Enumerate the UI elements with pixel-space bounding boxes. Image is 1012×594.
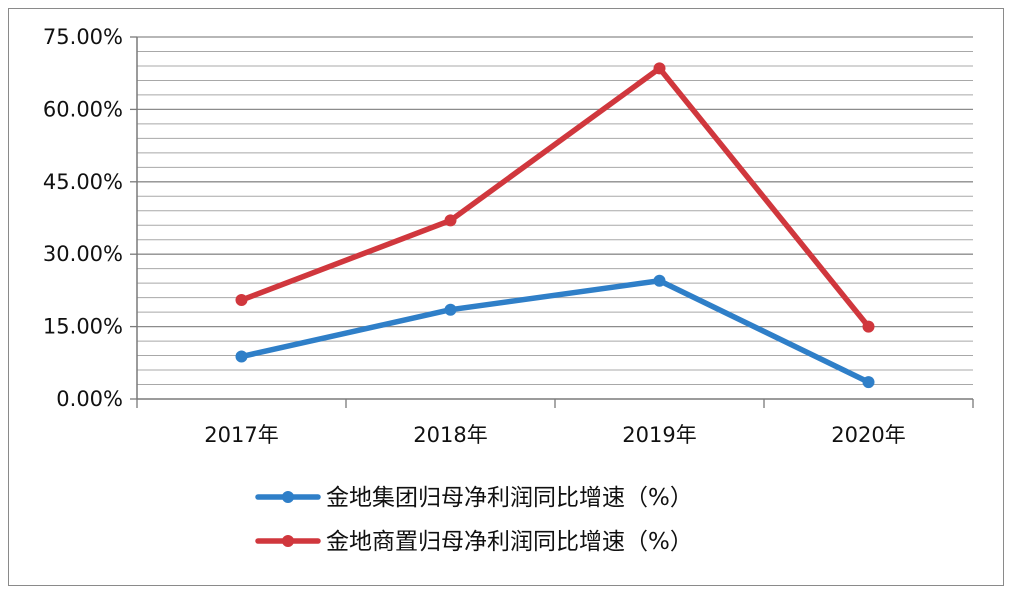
series-2-point [653, 62, 666, 75]
series-2-point [862, 320, 875, 333]
legend: 金地集团归母净利润同比增速（%） 金地商置归母净利润同比增速（%） [255, 485, 693, 555]
series-2-point [235, 294, 248, 307]
y-tick-label: 30.00% [43, 242, 123, 266]
y-tick-label: 45.00% [43, 170, 123, 194]
series-group [235, 62, 875, 389]
legend-marker-1 [282, 491, 294, 503]
y-tick-labels: 0.00% 15.00% 30.00% 45.00% 60.00% 75.00% [43, 25, 123, 411]
x-tick-labels: 2017年 2018年 2019年 2020年 [204, 423, 905, 447]
chart-frame [8, 8, 1004, 586]
x-tick-label: 2017年 [204, 423, 278, 447]
series-2-point [444, 214, 457, 227]
series-1-point [444, 303, 457, 316]
y-tick-label: 15.00% [43, 315, 123, 339]
axes [130, 36, 974, 408]
y-tick-label: 60.00% [43, 97, 123, 121]
series-1-point [653, 274, 666, 287]
grid-lines [137, 36, 973, 386]
y-tick-label: 0.00% [56, 387, 123, 411]
series-1-point [235, 350, 248, 363]
legend-label-2: 金地商置归母净利润同比增速（%） [326, 529, 693, 555]
x-tick-label: 2018年 [413, 423, 487, 447]
series-line-1 [238, 277, 872, 385]
series-line-2 [238, 65, 872, 330]
x-tick-label: 2019年 [622, 423, 696, 447]
legend-label-1: 金地集团归母净利润同比增速（%） [326, 485, 693, 511]
x-tick-label: 2020年 [831, 423, 905, 447]
series-1-point [862, 376, 875, 389]
y-tick-label: 75.00% [43, 25, 123, 49]
legend-marker-2 [282, 535, 294, 547]
